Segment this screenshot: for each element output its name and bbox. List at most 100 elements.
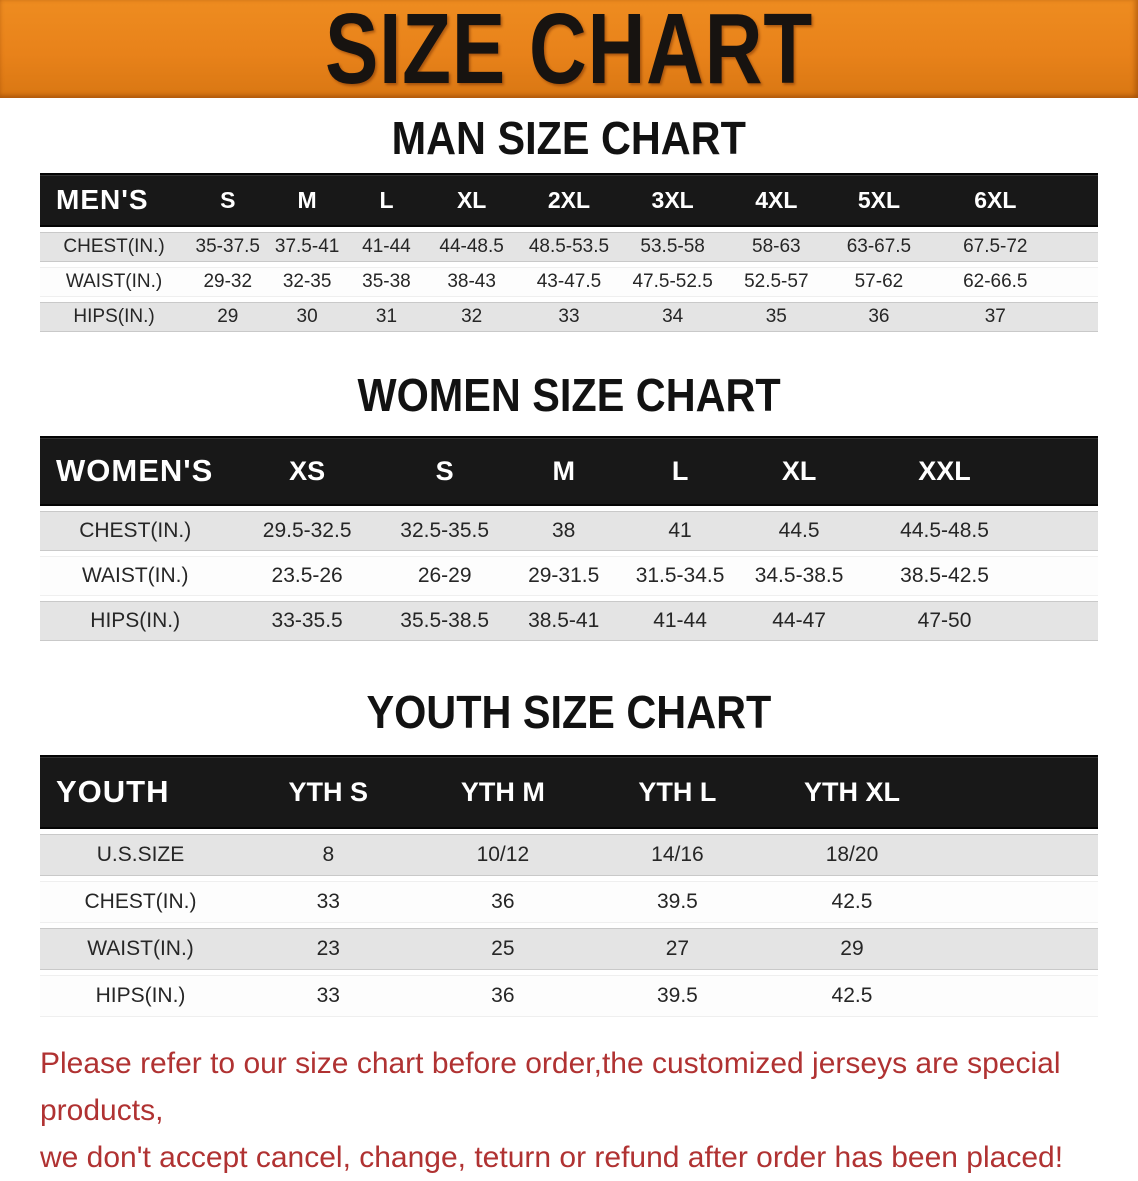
row-label: CHEST(IN.) [40,511,231,551]
youth-value-3-3: 42.5 [764,975,940,1017]
men-value-2-2: 31 [346,302,427,332]
women-value-2-3: 41-44 [621,601,739,641]
women-value-1-3: 31.5-34.5 [621,556,739,596]
men-value-0-2: 41-44 [346,232,427,262]
youth-value-1-2: 39.5 [590,881,765,923]
men-value-2-5: 34 [620,302,725,332]
men-size-header-2: L [346,173,427,227]
men-size-section: MAN SIZE CHART MEN'S S M L XL 2XL 3XL 4XL 5XL 6XL… [40,112,1098,337]
row-label: HIPS(IN.) [40,601,231,641]
men-table-row: WAIST(IN.) 29-32 32-35 35-38 38-43 43-47.5 47.… [40,267,1098,297]
filler-cell [939,755,1098,829]
filler-cell [939,928,1098,970]
youth-value-0-0: 8 [241,834,416,876]
men-value-1-0: 29-32 [188,267,268,297]
women-size-header-3: L [621,436,739,506]
women-value-0-3: 41 [621,511,739,551]
men-value-0-3: 44-48.5 [426,232,518,262]
men-value-1-2: 35-38 [346,267,427,297]
men-table-label: MEN'S [40,173,189,227]
men-section-heading-text: MAN SIZE CHART [391,112,747,164]
women-value-2-4: 44-47 [738,601,860,641]
men-value-0-5: 53.5-58 [620,232,725,262]
women-table-row: WAIST(IN.) 23.5-26 26-29 29-31.5 31.5-34.5 34… [40,556,1098,596]
youth-size-header-0: YTH S [241,755,416,829]
row-label: U.S.SIZE [40,834,242,876]
men-value-0-4: 48.5-53.5 [517,232,621,262]
men-value-2-7: 36 [828,302,930,332]
women-value-2-0: 33-35.5 [230,601,384,641]
youth-size-header-2: YTH L [590,755,765,829]
youth-size-section: YOUTH SIZE CHART YOUTH YTH S YTH M YTH L YTH… [40,686,1098,1022]
row-label: CHEST(IN.) [40,232,189,262]
women-size-section: WOMEN SIZE CHART WOMEN'S XS S M L XL XXL CHEST(… [40,369,1098,646]
youth-value-2-2: 27 [590,928,765,970]
men-size-header-4: 2XL [517,173,621,227]
youth-value-3-1: 36 [415,975,591,1017]
women-size-header-2: M [505,436,622,506]
women-size-header-0: XS [230,436,384,506]
row-label: WAIST(IN.) [40,928,242,970]
women-table-label: WOMEN'S [40,436,231,506]
women-size-header-5: XXL [859,436,1030,506]
youth-table-label: YOUTH [40,755,242,829]
youth-size-header-3: YTH XL [764,755,940,829]
women-value-2-5: 47-50 [859,601,1030,641]
men-value-2-8: 37 [929,302,1061,332]
disclaimer-line-2: we don't accept cancel, change, teturn o… [40,1141,1064,1174]
women-table-row: HIPS(IN.) 33-35.5 35.5-38.5 38.5-41 41-44 44-… [40,601,1098,641]
youth-header-row: YOUTH YTH S YTH M YTH L YTH XL [40,755,1098,829]
men-value-1-8: 62-66.5 [929,267,1061,297]
filler-cell [939,975,1098,1017]
men-table-row: CHEST(IN.) 35-37.5 37.5-41 41-44 44-48.5 48.5… [40,232,1098,262]
women-value-2-2: 38.5-41 [505,601,622,641]
filler-cell [1060,173,1098,227]
women-value-0-2: 38 [505,511,622,551]
men-value-0-8: 67.5-72 [929,232,1061,262]
youth-value-2-0: 23 [241,928,416,970]
men-value-0-0: 35-37.5 [188,232,268,262]
women-section-heading: WOMEN SIZE CHART [40,369,1098,421]
men-value-1-5: 47.5-52.5 [620,267,725,297]
men-value-0-6: 58-63 [724,232,829,262]
men-value-1-6: 52.5-57 [724,267,829,297]
size-chart-content: MAN SIZE CHART MEN'S S M L XL 2XL 3XL 4XL 5XL 6XL… [0,112,1138,1181]
youth-value-0-2: 14/16 [590,834,765,876]
row-label: WAIST(IN.) [40,556,231,596]
size-chart-banner: SIZE CHART [0,0,1138,99]
men-value-2-6: 35 [724,302,829,332]
youth-table-row: CHEST(IN.) 33 36 39.5 42.5 [40,881,1098,923]
filler-cell [1029,556,1098,596]
women-header-row: WOMEN'S XS S M L XL XXL [40,436,1098,506]
row-label: HIPS(IN.) [40,302,189,332]
men-size-header-1: M [267,173,347,227]
row-label: WAIST(IN.) [40,267,189,297]
men-section-heading: MAN SIZE CHART [40,112,1098,164]
filler-cell [1060,302,1098,332]
women-size-table: WOMEN'S XS S M L XL XXL CHEST(IN.) 29.5-32.5 32.5… [40,431,1098,646]
women-value-1-2: 29-31.5 [505,556,622,596]
women-value-0-1: 32.5-35.5 [383,511,506,551]
men-value-2-0: 29 [188,302,268,332]
filler-cell [1029,436,1098,506]
women-value-1-1: 26-29 [383,556,506,596]
youth-value-0-1: 10/12 [415,834,591,876]
youth-section-heading: YOUTH SIZE CHART [40,686,1098,738]
men-size-header-5: 3XL [620,173,725,227]
youth-value-3-0: 33 [241,975,416,1017]
youth-value-2-3: 29 [764,928,940,970]
men-value-2-1: 30 [267,302,347,332]
men-size-header-8: 6XL [929,173,1061,227]
men-table-row: HIPS(IN.) 29 30 31 32 33 34 35 36 37 [40,302,1098,332]
men-value-1-4: 43-47.5 [517,267,621,297]
men-size-header-3: XL [426,173,518,227]
women-section-heading-text: WOMEN SIZE CHART [357,369,781,421]
women-value-2-1: 35.5-38.5 [383,601,506,641]
women-value-1-4: 34.5-38.5 [738,556,860,596]
youth-size-table: YOUTH YTH S YTH M YTH L YTH XL U.S.SIZE 8 10/12… [40,750,1098,1022]
women-value-1-0: 23.5-26 [230,556,384,596]
men-size-header-6: 4XL [724,173,829,227]
men-value-2-3: 32 [426,302,518,332]
men-value-0-1: 37.5-41 [267,232,347,262]
men-value-2-4: 33 [517,302,621,332]
